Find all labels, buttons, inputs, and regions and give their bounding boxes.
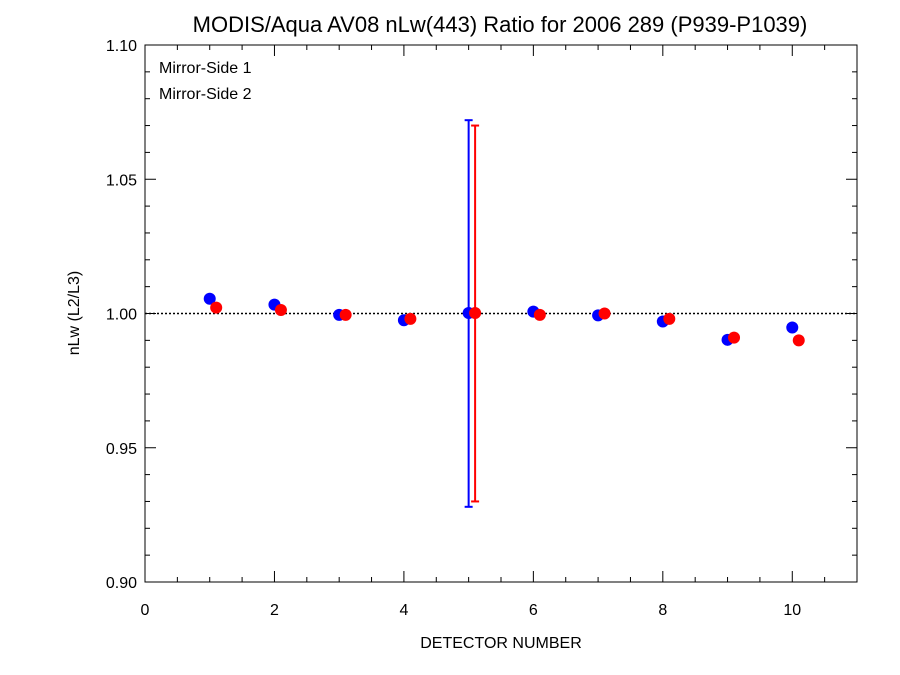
data-point-series-2 [792, 334, 805, 347]
data-point-series-2 [469, 306, 482, 319]
data-points [203, 292, 805, 347]
data-point-series-2 [404, 312, 417, 325]
x-tick-label: 10 [783, 602, 801, 619]
x-tick-label: 4 [399, 602, 408, 619]
data-point-series-2 [533, 308, 546, 321]
x-axis-label: DETECTOR NUMBER [420, 635, 582, 652]
y-axis-label: nLw (L2/L3) [66, 271, 83, 356]
chart-title: MODIS/Aqua AV08 nLw(443) Ratio for 2006 … [193, 12, 808, 37]
y-tick-label: 0.90 [106, 575, 137, 592]
y-tick-label: 1.00 [106, 307, 137, 324]
tick-marks [144, 44, 858, 583]
y-tick-label: 1.05 [106, 172, 137, 189]
tick-labels: 0 2 4 6 8 10 0.90 0.95 1.00 1.05 1.10 [106, 38, 801, 619]
data-point-series-2 [210, 301, 223, 314]
x-tick-label: 0 [141, 602, 150, 619]
data-point-series-2 [339, 308, 352, 321]
data-point-series-1 [786, 321, 799, 334]
y-tick-label: 1.10 [106, 38, 137, 55]
x-tick-label: 2 [270, 602, 279, 619]
data-point-series-1 [203, 292, 216, 305]
data-point-series-2 [598, 307, 611, 320]
legend-entry-mirror-side-2: Mirror-Side 2 [159, 86, 252, 103]
data-point-series-2 [274, 304, 287, 317]
legend: Mirror-Side 1 Mirror-Side 2 [159, 60, 252, 103]
data-point-series-2 [663, 312, 676, 325]
legend-entry-mirror-side-1: Mirror-Side 1 [159, 60, 252, 77]
data-point-series-2 [728, 331, 741, 344]
x-tick-label: 6 [529, 602, 538, 619]
x-tick-label: 8 [658, 602, 667, 619]
y-tick-label: 0.95 [106, 441, 137, 458]
